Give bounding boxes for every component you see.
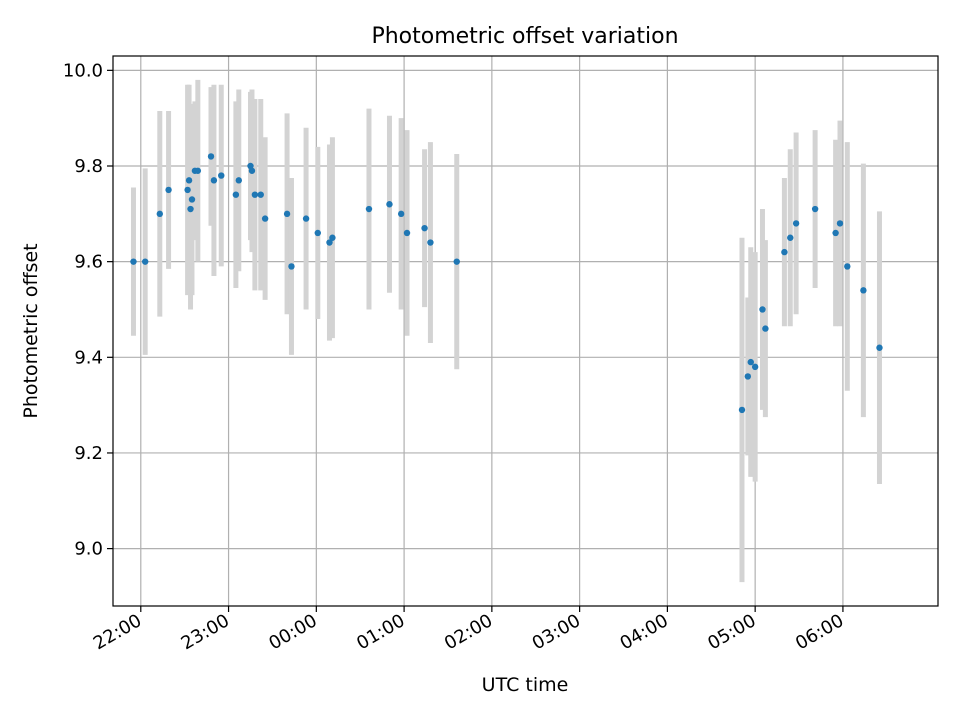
data-point xyxy=(421,224,428,232)
data-point xyxy=(329,234,336,241)
y-tick-label: 9.6 xyxy=(74,252,103,273)
data-point xyxy=(860,287,867,294)
data-point xyxy=(235,177,242,184)
data-point xyxy=(210,177,218,184)
data-point xyxy=(194,167,202,174)
data-point xyxy=(130,258,137,265)
y-tick-label: 10.0 xyxy=(63,60,103,81)
data-point xyxy=(251,191,259,198)
data-point xyxy=(832,229,839,237)
data-point xyxy=(453,258,460,265)
data-point xyxy=(844,263,851,270)
data-point xyxy=(738,406,746,414)
chart-title: Photometric offset variation xyxy=(371,24,678,49)
data-points xyxy=(130,153,883,414)
y-tick-label: 9.8 xyxy=(74,156,103,177)
data-point xyxy=(876,344,883,351)
x-axis-label: UTC time xyxy=(482,674,569,696)
data-point xyxy=(165,186,172,194)
data-point xyxy=(403,229,411,237)
data-point xyxy=(187,205,194,213)
data-point xyxy=(397,210,405,218)
data-point xyxy=(836,220,844,227)
y-tick-label: 9.2 xyxy=(74,443,103,464)
data-point xyxy=(787,234,794,241)
y-axis-ticks: 9.0 9.2 9.4 9.6 9.8 10.0 xyxy=(63,60,113,560)
data-point xyxy=(218,172,225,179)
data-point xyxy=(207,153,215,160)
data-point xyxy=(792,220,800,227)
data-point xyxy=(188,196,196,203)
data-point xyxy=(248,167,256,174)
data-point xyxy=(257,191,264,198)
data-point xyxy=(427,239,434,246)
data-point xyxy=(386,201,393,208)
y-axis-label: Photometric offset xyxy=(20,243,42,418)
data-point xyxy=(232,191,240,198)
data-point xyxy=(261,215,269,222)
data-point xyxy=(326,239,333,246)
grid xyxy=(113,56,938,606)
y-tick-label: 9.4 xyxy=(74,347,103,368)
data-point xyxy=(314,229,321,237)
data-point xyxy=(762,325,769,332)
data-point xyxy=(156,210,164,218)
data-point xyxy=(184,186,191,194)
y-tick-label: 9.0 xyxy=(74,539,103,560)
data-point xyxy=(288,263,295,270)
data-point xyxy=(744,373,752,380)
data-point xyxy=(185,177,193,184)
data-point xyxy=(781,248,788,256)
data-point xyxy=(365,205,373,213)
data-point xyxy=(747,358,754,366)
data-point xyxy=(141,258,149,265)
data-point xyxy=(811,205,819,213)
plot-frame xyxy=(112,55,939,607)
data-point xyxy=(759,306,766,313)
data-point xyxy=(751,363,759,371)
data-point xyxy=(283,210,291,218)
data-point xyxy=(302,215,310,222)
